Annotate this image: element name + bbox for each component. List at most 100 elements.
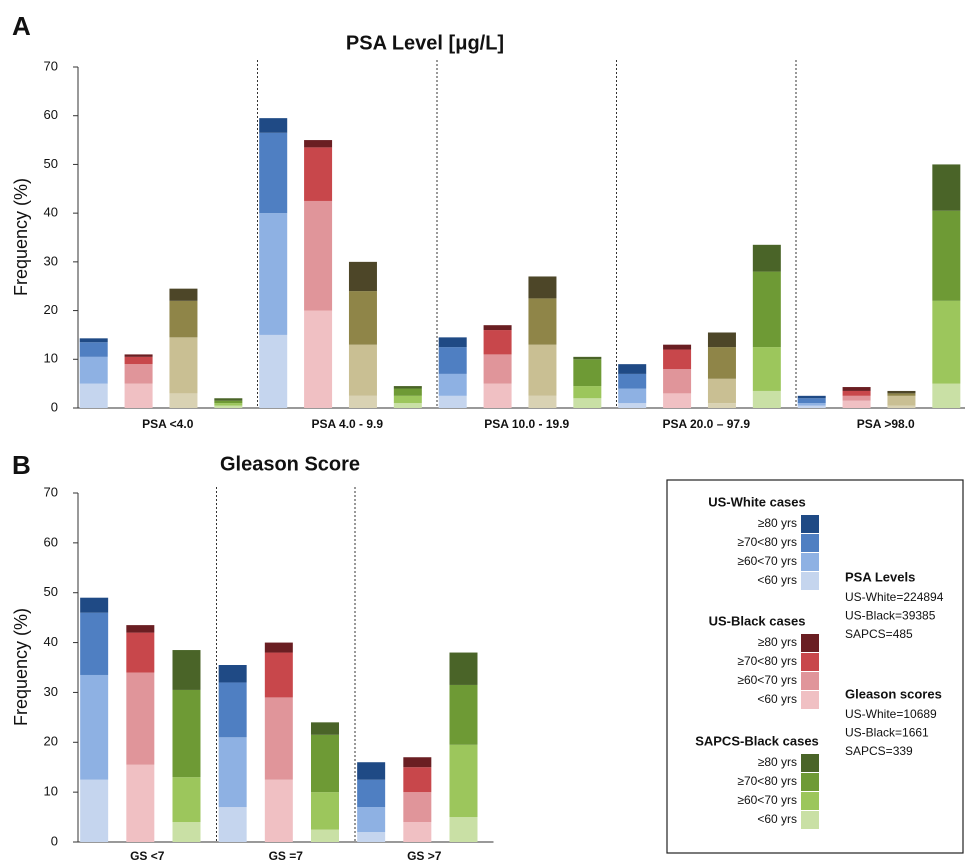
y-tick-label: 0	[51, 833, 58, 848]
bar-segment	[663, 349, 692, 370]
bar-segment	[169, 337, 198, 394]
y-tick-label: 40	[44, 205, 58, 220]
x-tick-label: GS =7	[269, 849, 304, 863]
bar-segment	[126, 764, 155, 842]
bar-segment	[438, 337, 467, 348]
legend-label: <60 yrs	[757, 573, 797, 587]
y-axis-label: Frequency (%)	[11, 178, 31, 296]
bar-segment	[573, 356, 602, 360]
legend-label: ≥80 yrs	[758, 755, 797, 769]
y-tick-label: 10	[44, 351, 58, 366]
y-tick-label: 30	[44, 684, 58, 699]
bar-segment	[214, 405, 243, 408]
bar-segment	[483, 325, 512, 331]
bar-segment	[214, 398, 243, 401]
legend-label: ≥70<80 yrs	[737, 654, 797, 668]
bar-segment	[264, 652, 293, 698]
y-tick-label: 60	[44, 534, 58, 549]
bar-segment	[259, 334, 288, 408]
y-tick-label: 50	[44, 156, 58, 171]
bar-segment	[403, 822, 432, 842]
annotation-line: US-Black=39385	[845, 609, 936, 623]
y-tick-label: 40	[44, 634, 58, 649]
bar-segment	[393, 403, 422, 408]
bar-segment	[842, 387, 871, 391]
bar-segment	[357, 832, 386, 842]
bar-segment	[707, 403, 736, 408]
y-axis-label: Frequency (%)	[11, 608, 31, 726]
bar-segment	[169, 393, 198, 408]
legend-swatch	[801, 811, 819, 829]
legend-swatch	[801, 691, 819, 709]
legend-label: ≥60<70 yrs	[737, 554, 797, 568]
bar-segment	[264, 779, 293, 842]
legend-swatch	[801, 672, 819, 690]
bar-segment	[403, 767, 432, 793]
bar-segment	[348, 344, 377, 396]
legend-label: ≥80 yrs	[758, 635, 797, 649]
bar-segment	[79, 338, 108, 343]
annotation-line: SAPCS=339	[845, 744, 913, 758]
bar-segment	[403, 757, 432, 768]
bar-segment	[357, 807, 386, 833]
panel-label: A	[12, 11, 31, 41]
bar-segment	[438, 395, 467, 408]
bar-segment	[393, 395, 422, 404]
legend-swatch	[801, 653, 819, 671]
bar-segment	[259, 132, 288, 214]
legend-label: <60 yrs	[757, 692, 797, 706]
bar-segment	[438, 347, 467, 374]
bar-segment	[169, 300, 198, 338]
y-tick-label: 20	[44, 734, 58, 749]
bar-segment	[528, 298, 557, 345]
bar-segment	[573, 398, 602, 408]
legend-swatch	[801, 792, 819, 810]
bar-segment	[80, 779, 109, 842]
y-tick-label: 0	[51, 399, 58, 414]
bar-segment	[172, 777, 201, 823]
y-tick-label: 60	[44, 107, 58, 122]
bar-segment	[932, 383, 961, 408]
bar-segment	[842, 400, 871, 408]
bar-segment	[528, 344, 557, 396]
bar-segment	[310, 829, 339, 842]
bar-segment	[310, 734, 339, 793]
bar-segment	[887, 395, 916, 406]
annotation-line: US-Black=1661	[845, 726, 929, 740]
bar-segment	[752, 244, 781, 272]
bar-segment	[304, 147, 333, 201]
y-tick-label: 50	[44, 584, 58, 599]
legend-title: US-White cases	[708, 494, 806, 509]
bar-segment	[80, 597, 109, 613]
bar-segment	[932, 164, 961, 211]
y-tick-label: 70	[44, 484, 58, 499]
bar-segment	[259, 213, 288, 335]
legend-swatch	[801, 515, 819, 533]
bar-segment	[348, 261, 377, 292]
bar-segment	[218, 807, 247, 842]
bar-segment	[218, 682, 247, 738]
bar-segment	[80, 674, 109, 780]
bar-segment	[310, 792, 339, 830]
bar-segment	[348, 291, 377, 345]
bar-segment	[707, 332, 736, 348]
bar-segment	[449, 684, 478, 745]
legend-label: ≥60<70 yrs	[737, 673, 797, 687]
annotation-title: PSA Levels	[845, 569, 915, 584]
y-tick-label: 70	[44, 58, 58, 73]
bar-segment	[797, 398, 826, 404]
bar-segment	[932, 300, 961, 384]
bar-segment	[218, 665, 247, 683]
bar-segment	[449, 817, 478, 842]
bar-segment	[310, 722, 339, 735]
bar-segment	[348, 395, 377, 408]
bar-segment	[79, 342, 108, 357]
legend-swatch	[801, 534, 819, 552]
bar-segment	[842, 390, 871, 396]
panel-label: B	[12, 450, 31, 480]
annotation-title: Gleason scores	[845, 686, 942, 701]
y-tick-label: 20	[44, 302, 58, 317]
chart-title: Gleason Score	[220, 453, 360, 475]
bar-segment	[752, 347, 781, 391]
bar-segment	[887, 390, 916, 394]
